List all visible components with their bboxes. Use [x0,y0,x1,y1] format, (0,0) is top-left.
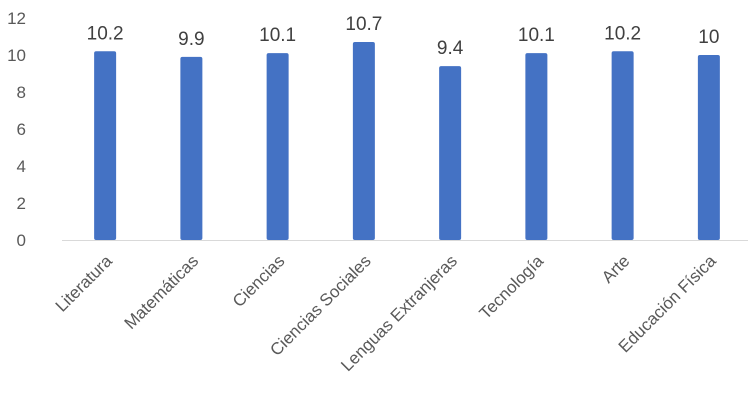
data-label: 10.1 [259,25,296,46]
y-tick-label: 12 [7,9,26,28]
y-tick-label: 0 [17,231,26,250]
bar [439,66,462,240]
category-label: Arte [598,251,633,286]
data-label: 10.1 [518,25,555,46]
bar [94,51,117,240]
category-label: Literatura [52,251,117,316]
data-label: 10.2 [87,23,124,44]
y-axis-ticks: 0 2 4 6 8 10 12 [7,9,26,250]
y-tick-label: 6 [17,120,26,139]
y-tick-label: 2 [17,194,26,213]
data-labels: 10.2 9.9 10.1 10.7 9.4 10.1 10.2 10 [87,14,720,59]
y-tick-label: 10 [7,46,26,65]
data-label: 10 [698,27,719,48]
bar [611,51,634,240]
y-tick-label: 8 [17,83,26,102]
bar [697,55,720,240]
data-label: 10.2 [604,23,641,44]
bar [525,53,548,241]
y-tick-label: 4 [17,157,26,176]
bar [266,53,289,241]
bars [94,42,720,241]
category-label: Ciencias [229,251,289,311]
bar [352,42,375,240]
category-label: Matemáticas [121,251,203,333]
data-label: 9.9 [178,29,204,50]
category-label: Tecnología [476,251,548,323]
bar [180,56,203,240]
data-label: 9.4 [437,38,464,59]
data-label: 10.7 [345,14,382,35]
